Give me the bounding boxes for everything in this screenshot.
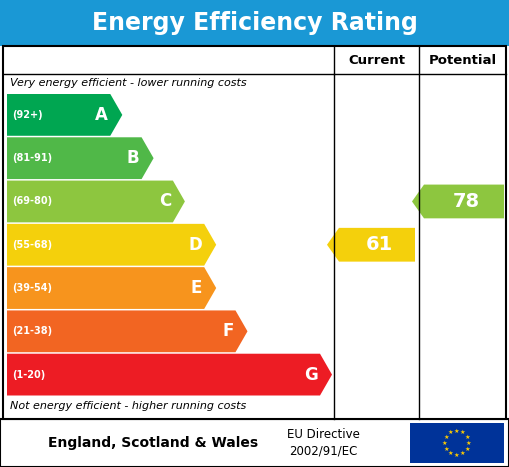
Text: ★: ★: [460, 451, 466, 456]
Text: 78: 78: [453, 192, 479, 211]
Text: (55-68): (55-68): [12, 240, 52, 250]
Text: (21-38): (21-38): [12, 326, 52, 336]
Text: Potential: Potential: [429, 54, 497, 66]
Text: England, Scotland & Wales: England, Scotland & Wales: [48, 436, 258, 450]
Text: Current: Current: [348, 54, 405, 66]
Polygon shape: [7, 181, 185, 222]
Text: (39-54): (39-54): [12, 283, 52, 293]
Text: ★: ★: [464, 434, 470, 439]
Bar: [0, 419, 509, 467]
Text: ★: ★: [442, 440, 447, 446]
Text: EU Directive
2002/91/EC: EU Directive 2002/91/EC: [287, 428, 360, 458]
Text: ★: ★: [454, 453, 460, 458]
Text: ★: ★: [444, 434, 449, 439]
Text: (69-80): (69-80): [12, 197, 52, 206]
Text: ★: ★: [466, 440, 472, 446]
Polygon shape: [412, 184, 504, 219]
Text: ★: ★: [448, 451, 454, 456]
Bar: [3, 46, 506, 419]
Polygon shape: [7, 267, 216, 309]
Polygon shape: [327, 228, 415, 262]
Text: ★: ★: [444, 446, 449, 452]
Text: ★: ★: [464, 446, 470, 452]
Text: (81-91): (81-91): [12, 153, 52, 163]
Text: D: D: [188, 236, 202, 254]
Bar: [410, 423, 504, 463]
Polygon shape: [7, 224, 216, 266]
Text: Energy Efficiency Rating: Energy Efficiency Rating: [92, 11, 417, 35]
Text: 61: 61: [365, 235, 392, 254]
Text: Not energy efficient - higher running costs: Not energy efficient - higher running co…: [10, 401, 246, 411]
Text: ★: ★: [460, 430, 466, 435]
Text: A: A: [95, 106, 108, 124]
Text: ★: ★: [448, 430, 454, 435]
Bar: [0, 0, 509, 46]
Text: F: F: [222, 322, 234, 340]
Text: (1-20): (1-20): [12, 369, 45, 380]
Polygon shape: [7, 94, 122, 136]
Text: E: E: [191, 279, 202, 297]
Text: C: C: [159, 192, 171, 211]
Polygon shape: [7, 311, 247, 352]
Text: G: G: [304, 366, 318, 383]
Text: B: B: [127, 149, 139, 167]
Polygon shape: [7, 137, 154, 179]
Text: ★: ★: [454, 429, 460, 433]
Text: (92+): (92+): [12, 110, 43, 120]
Text: Very energy efficient - lower running costs: Very energy efficient - lower running co…: [10, 78, 247, 88]
Polygon shape: [7, 354, 332, 396]
